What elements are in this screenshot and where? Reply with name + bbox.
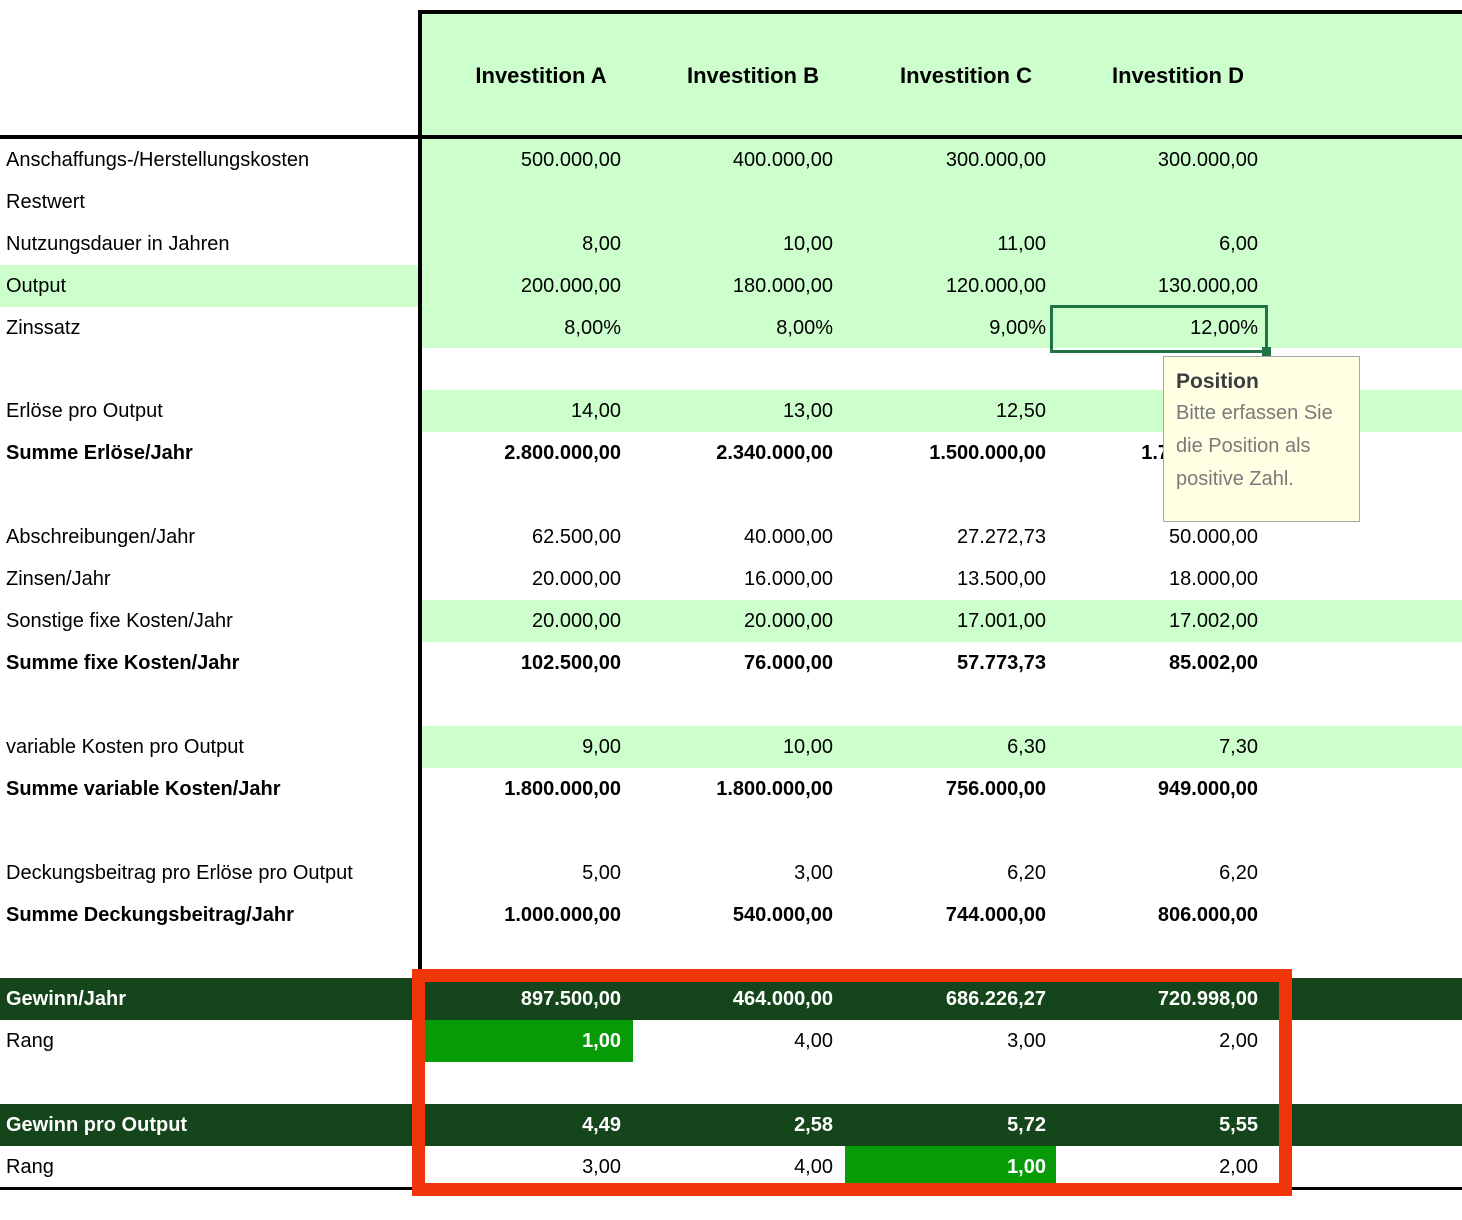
cell[interactable]: 102.500,00 xyxy=(421,642,621,684)
row-label: Abschreibungen/Jahr xyxy=(6,516,410,558)
cell[interactable] xyxy=(846,181,1046,223)
spreadsheet: Anschaffungs-/Herstellungskosten 500.000,… xyxy=(0,0,1462,1220)
cell[interactable]: 300.000,00 xyxy=(846,139,1046,181)
cell[interactable]: 6,00 xyxy=(1058,223,1258,265)
cell[interactable]: 9,00 xyxy=(421,726,621,768)
cell[interactable]: 85.002,00 xyxy=(1058,642,1258,684)
cell[interactable]: 18.000,00 xyxy=(1058,558,1258,600)
row-label: Nutzungsdauer in Jahren xyxy=(6,223,410,265)
cell[interactable]: 1.800.000,00 xyxy=(633,768,833,810)
cell[interactable]: 1.000.000,00 xyxy=(421,894,621,936)
cell[interactable]: 540.000,00 xyxy=(633,894,833,936)
cell[interactable]: 130.000,00 xyxy=(1058,265,1258,307)
row-label: Gewinn pro Output xyxy=(6,1104,410,1146)
cell[interactable]: 2.800.000,00 xyxy=(421,432,621,474)
cell[interactable]: 500.000,00 xyxy=(421,139,621,181)
cell[interactable]: 11,00 xyxy=(846,223,1046,265)
cell[interactable]: 744.000,00 xyxy=(846,894,1046,936)
cell[interactable]: 9,00% xyxy=(846,307,1046,349)
cell[interactable] xyxy=(1058,181,1258,223)
cell[interactable]: 20.000,00 xyxy=(421,600,621,642)
row-label: Summe Deckungsbeitrag/Jahr xyxy=(6,894,410,936)
cell[interactable]: 949.000,00 xyxy=(1058,768,1258,810)
cell[interactable]: 16.000,00 xyxy=(633,558,833,600)
row-label: variable Kosten pro Output xyxy=(6,726,410,768)
row-label: Anschaffungs-/Herstellungskosten xyxy=(6,139,410,181)
row-label: Restwert xyxy=(6,181,410,223)
cell[interactable]: 806.000,00 xyxy=(1058,894,1258,936)
cell[interactable]: 20.000,00 xyxy=(633,600,833,642)
row-label: Gewinn/Jahr xyxy=(6,978,410,1020)
row-label: Erlöse pro Output xyxy=(6,390,410,432)
highlight-rectangle-red xyxy=(412,969,1292,1196)
column-header-investition-b[interactable]: Investition B xyxy=(648,12,858,140)
cell[interactable]: 1.500.000,00 xyxy=(846,432,1046,474)
cell[interactable]: 14,00 xyxy=(421,390,621,432)
cell[interactable]: 57.773,73 xyxy=(846,642,1046,684)
row-label: Summe fixe Kosten/Jahr xyxy=(6,642,410,684)
cell[interactable]: 10,00 xyxy=(633,223,833,265)
row-label: Sonstige fixe Kosten/Jahr xyxy=(6,600,410,642)
row-label: Rang xyxy=(6,1146,410,1188)
cell[interactable]: 6,20 xyxy=(846,852,1046,894)
tooltip-text-line: Bitte erfassen Sie xyxy=(1176,397,1359,430)
cell[interactable]: 6,30 xyxy=(846,726,1046,768)
cell[interactable]: 200.000,00 xyxy=(421,265,621,307)
cell[interactable]: 12,50 xyxy=(846,390,1046,432)
cell[interactable]: 27.272,73 xyxy=(846,516,1046,558)
row-label: Summe Erlöse/Jahr xyxy=(6,432,410,474)
cell[interactable]: 76.000,00 xyxy=(633,642,833,684)
cell[interactable]: 10,00 xyxy=(633,726,833,768)
cell[interactable]: 5,00 xyxy=(421,852,621,894)
cell[interactable]: 17.002,00 xyxy=(1058,600,1258,642)
column-header-investition-c[interactable]: Investition C xyxy=(861,12,1071,140)
cell[interactable]: 8,00 xyxy=(421,223,621,265)
cell[interactable]: 8,00% xyxy=(421,307,621,349)
cell[interactable]: 50.000,00 xyxy=(1058,516,1258,558)
tooltip-title: Position xyxy=(1176,367,1359,397)
tooltip-text-line: die Position als xyxy=(1176,430,1359,463)
row-label: Deckungsbeitrag pro Erlöse pro Output xyxy=(6,852,410,894)
cell[interactable]: 1.800.000,00 xyxy=(421,768,621,810)
tooltip-text-line: positive Zahl. xyxy=(1176,463,1359,496)
cell[interactable]: 8,00% xyxy=(633,307,833,349)
cell[interactable] xyxy=(633,181,833,223)
cell[interactable]: 300.000,00 xyxy=(1058,139,1258,181)
fill-handle[interactable] xyxy=(1262,347,1271,356)
column-header-investition-a[interactable]: Investition A xyxy=(436,12,646,140)
cell[interactable]: 6,20 xyxy=(1058,852,1258,894)
cell[interactable] xyxy=(421,181,621,223)
cell[interactable]: 40.000,00 xyxy=(633,516,833,558)
cell[interactable]: 13,00 xyxy=(633,390,833,432)
row-label: Output xyxy=(6,265,410,307)
cell[interactable]: 3,00 xyxy=(633,852,833,894)
cell[interactable]: 62.500,00 xyxy=(421,516,621,558)
cell[interactable]: 13.500,00 xyxy=(846,558,1046,600)
row-label: Zinsen/Jahr xyxy=(6,558,410,600)
cell[interactable]: 7,30 xyxy=(1058,726,1258,768)
cell[interactable]: 756.000,00 xyxy=(846,768,1046,810)
validation-tooltip: Position Bitte erfassen Sie die Position… xyxy=(1163,356,1360,522)
selected-cell-outline xyxy=(1050,305,1268,353)
table-top-border xyxy=(420,10,1462,14)
cell[interactable]: 180.000,00 xyxy=(633,265,833,307)
header-bottom-border xyxy=(0,135,1462,139)
cell[interactable]: 120.000,00 xyxy=(846,265,1046,307)
row-label: Zinssatz xyxy=(6,307,410,349)
cell[interactable]: 400.000,00 xyxy=(633,139,833,181)
column-header-investition-d[interactable]: Investition D xyxy=(1073,12,1283,140)
cell[interactable]: 20.000,00 xyxy=(421,558,621,600)
row-label: Rang xyxy=(6,1020,410,1062)
cell[interactable]: 2.340.000,00 xyxy=(633,432,833,474)
row-label: Summe variable Kosten/Jahr xyxy=(6,768,410,810)
cell[interactable]: 17.001,00 xyxy=(846,600,1046,642)
